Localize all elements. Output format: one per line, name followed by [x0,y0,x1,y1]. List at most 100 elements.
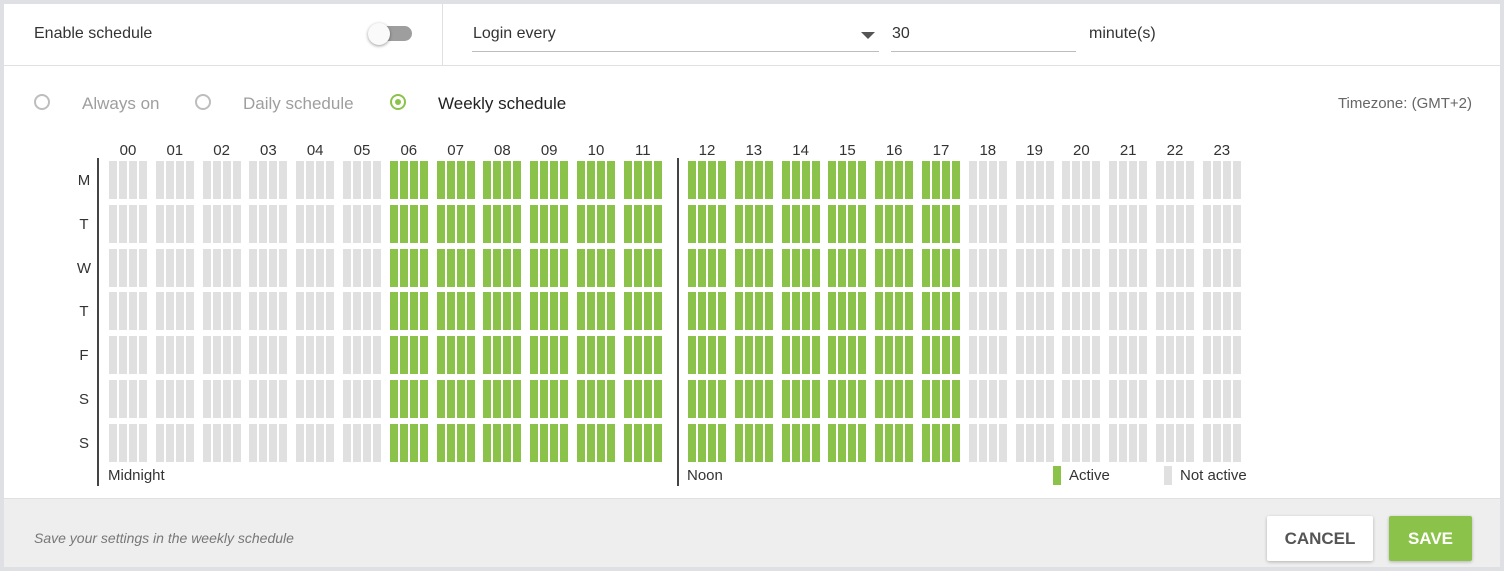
slot-inactive[interactable] [212,248,221,287]
slot-active[interactable] [811,161,820,199]
slot-inactive[interactable] [249,248,258,287]
slot-inactive[interactable] [373,292,381,331]
slot-inactive[interactable] [306,161,315,199]
login-frequency-select[interactable]: Login every [472,18,879,52]
slot-active[interactable] [530,161,539,199]
slot-inactive[interactable] [1119,336,1128,375]
slot-active[interactable] [466,380,475,418]
slot-active[interactable] [885,204,894,243]
slot-active[interactable] [653,380,662,418]
slot-active[interactable] [550,204,559,243]
slot-active[interactable] [875,161,884,199]
slot-inactive[interactable] [1156,161,1164,199]
slot-active[interactable] [858,204,867,243]
slot-active[interactable] [905,204,914,243]
slot-active[interactable] [922,161,930,199]
slot-active[interactable] [922,292,930,331]
slot-inactive[interactable] [1212,248,1221,287]
slot-inactive[interactable] [185,161,194,199]
slot-active[interactable] [922,336,930,375]
slot-inactive[interactable] [1186,248,1194,287]
slot-inactive[interactable] [1232,248,1241,287]
slot-inactive[interactable] [1166,204,1174,243]
slot-inactive[interactable] [1119,248,1128,287]
slot-active[interactable] [942,423,950,462]
slot-inactive[interactable] [175,161,184,199]
slot-active[interactable] [858,161,867,199]
label-always-on[interactable]: Always on [82,94,160,113]
slot-inactive[interactable] [1222,204,1231,243]
slot-active[interactable] [905,248,914,287]
slot-active[interactable] [922,380,930,418]
slot-active[interactable] [436,292,445,331]
slot-inactive[interactable] [296,292,305,331]
slot-inactive[interactable] [1025,292,1034,331]
slot-inactive[interactable] [175,204,184,243]
slot-inactive[interactable] [968,292,977,331]
slot-inactive[interactable] [119,380,127,418]
slot-active[interactable] [560,380,569,418]
slot-inactive[interactable] [279,161,288,199]
slot-inactive[interactable] [1166,248,1174,287]
slot-active[interactable] [801,161,810,199]
slot-inactive[interactable] [129,423,137,462]
slot-inactive[interactable] [212,423,221,462]
radio-daily-schedule[interactable] [195,94,211,110]
slot-active[interactable] [456,292,465,331]
slot-inactive[interactable] [1119,380,1128,418]
slot-inactive[interactable] [988,292,997,331]
slot-inactive[interactable] [232,161,241,199]
slot-active[interactable] [503,336,512,375]
slot-active[interactable] [389,204,398,243]
slot-active[interactable] [633,248,642,287]
slot-active[interactable] [838,161,847,199]
slot-inactive[interactable] [202,161,211,199]
slot-inactive[interactable] [296,161,305,199]
slot-inactive[interactable] [306,204,315,243]
slot-active[interactable] [828,292,837,331]
slot-active[interactable] [597,248,605,287]
slot-active[interactable] [688,292,696,331]
slot-active[interactable] [389,292,398,331]
slot-inactive[interactable] [1232,423,1241,462]
slot-inactive[interactable] [1045,161,1054,199]
slot-active[interactable] [633,423,642,462]
slot-inactive[interactable] [998,423,1007,462]
slot-inactive[interactable] [306,336,315,375]
slot-active[interactable] [643,423,652,462]
slot-inactive[interactable] [1176,423,1184,462]
slot-inactive[interactable] [155,161,164,199]
slot-active[interactable] [791,204,800,243]
slot-active[interactable] [744,336,753,375]
slot-active[interactable] [633,336,642,375]
slot-active[interactable] [801,423,810,462]
slot-inactive[interactable] [1202,380,1211,418]
slot-active[interactable] [389,423,398,462]
slot-active[interactable] [952,248,960,287]
slot-inactive[interactable] [1062,336,1071,375]
slot-inactive[interactable] [1045,204,1054,243]
slot-active[interactable] [503,292,512,331]
slot-inactive[interactable] [1202,423,1211,462]
slot-inactive[interactable] [222,292,231,331]
slot-inactive[interactable] [1072,380,1081,418]
slot-inactive[interactable] [316,204,325,243]
slot-inactive[interactable] [968,423,977,462]
slot-active[interactable] [895,292,904,331]
slot-active[interactable] [597,204,605,243]
slot-active[interactable] [885,292,894,331]
slot-active[interactable] [811,336,820,375]
slot-active[interactable] [848,248,857,287]
slot-inactive[interactable] [1139,204,1148,243]
slot-active[interactable] [858,423,867,462]
slot-inactive[interactable] [353,248,361,287]
slot-active[interactable] [643,292,652,331]
slot-active[interactable] [587,248,595,287]
slot-inactive[interactable] [1139,248,1148,287]
slot-inactive[interactable] [1202,292,1211,331]
slot-active[interactable] [781,204,790,243]
slot-inactive[interactable] [1156,336,1164,375]
slot-active[interactable] [503,248,512,287]
slot-inactive[interactable] [222,161,231,199]
slot-active[interactable] [848,380,857,418]
